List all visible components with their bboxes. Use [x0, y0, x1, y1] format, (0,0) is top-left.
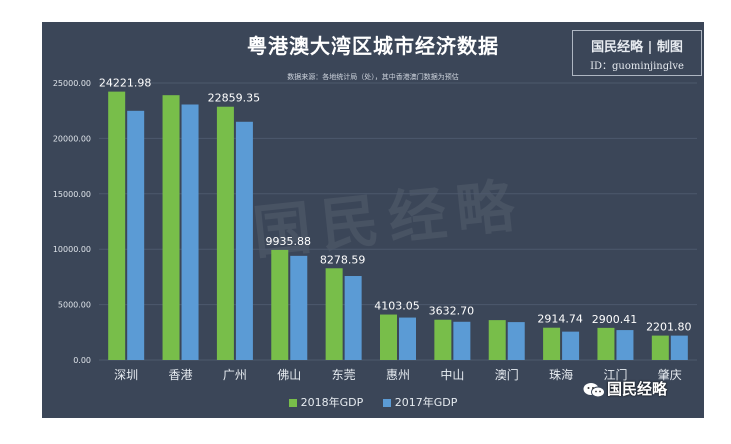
- bar-2017: [235, 121, 253, 360]
- bar-2018: [271, 249, 289, 360]
- bar-2018: [108, 91, 126, 361]
- bar-2017: [453, 321, 471, 360]
- bar-2018: [651, 335, 669, 360]
- y-tick-label: 15000.00: [53, 190, 91, 199]
- data-label: 2900.41: [592, 313, 638, 326]
- bar-2017: [670, 335, 688, 360]
- chart-panel: 国民经略 粤港澳大湾区城市经济数据 数据来源：各地统计局（处），其中香港澳门数据…: [42, 22, 704, 418]
- data-label: 9935.88: [266, 235, 312, 248]
- data-label: 2201.80: [646, 321, 692, 334]
- y-tick-label: 10000.00: [53, 245, 91, 254]
- bar-2017: [290, 255, 308, 360]
- x-tick-label: 珠海: [549, 367, 573, 382]
- bar-2017: [616, 330, 634, 360]
- brand-box: 国民经略 | 制图 ID：guominjinglve: [572, 30, 702, 76]
- bar-2017: [127, 110, 145, 361]
- bar-2017: [562, 331, 580, 360]
- y-tick-label: 5000.00: [58, 301, 91, 310]
- brand-name: 国民经略 | 制图: [591, 40, 683, 55]
- x-tick-label: 中山: [440, 367, 464, 382]
- chart-subtitle: 数据来源：各地统计局（处），其中香港澳门数据为预估: [287, 73, 459, 81]
- data-label: 24221.98: [99, 77, 152, 90]
- x-tick-label: 江门: [603, 367, 627, 382]
- y-tick-label: 25000.00: [53, 79, 91, 88]
- bar-2018: [162, 95, 180, 361]
- data-label: 4103.05: [374, 300, 420, 313]
- bar-chart: 0.00 5000.00 10000.00 15000.00 20000.00 25000…: [53, 77, 697, 382]
- x-tick-label: 东莞: [332, 368, 356, 382]
- legend-label-2017: 2017年GDP: [394, 396, 458, 409]
- wechat-label: 国民经略: [607, 380, 668, 398]
- bar-2018: [597, 327, 615, 360]
- bar-2018: [380, 314, 397, 360]
- data-label: 22859.35: [208, 92, 261, 105]
- legend-swatch-2017: [382, 399, 391, 407]
- data-label: 3632.70: [429, 305, 475, 318]
- bar-2018: [488, 320, 506, 360]
- wechat-icon: [583, 382, 605, 397]
- bar-2017: [181, 104, 199, 360]
- bar-2017: [399, 317, 416, 360]
- x-tick-label: 香港: [169, 368, 193, 382]
- x-tick-label: 惠州: [386, 368, 410, 382]
- bar-2018: [325, 268, 343, 360]
- data-label: 8278.59: [320, 253, 366, 266]
- x-tick-label: 广州: [223, 368, 247, 382]
- bar-2018: [216, 106, 234, 360]
- legend-item-2018: 2018年GDP: [288, 394, 364, 410]
- brand-id: ID：guominjinglve: [590, 61, 684, 72]
- bar-2018: [434, 319, 452, 360]
- y-tick-label: 0.00: [73, 356, 91, 365]
- chart-title: 粤港澳大湾区城市经济数据: [247, 34, 499, 58]
- data-label: 2914.74: [537, 313, 583, 326]
- x-tick-label: 肇庆: [658, 367, 682, 382]
- bar-2017: [344, 276, 362, 360]
- x-tick-label: 深圳: [114, 368, 138, 382]
- x-tick-label: 佛山: [277, 368, 301, 382]
- wechat-badge: 国民经略: [583, 378, 667, 399]
- chart-legend: 2018年GDP 2017年GDP: [42, 394, 704, 410]
- legend-label-2018: 2018年GDP: [300, 396, 364, 409]
- legend-swatch-2018: [288, 399, 297, 407]
- bar-2017: [507, 322, 525, 360]
- x-tick-label: 澳门: [495, 367, 519, 382]
- legend-item-2017: 2017年GDP: [382, 394, 458, 410]
- y-tick-label: 20000.00: [53, 134, 91, 143]
- bar-2018: [543, 327, 561, 360]
